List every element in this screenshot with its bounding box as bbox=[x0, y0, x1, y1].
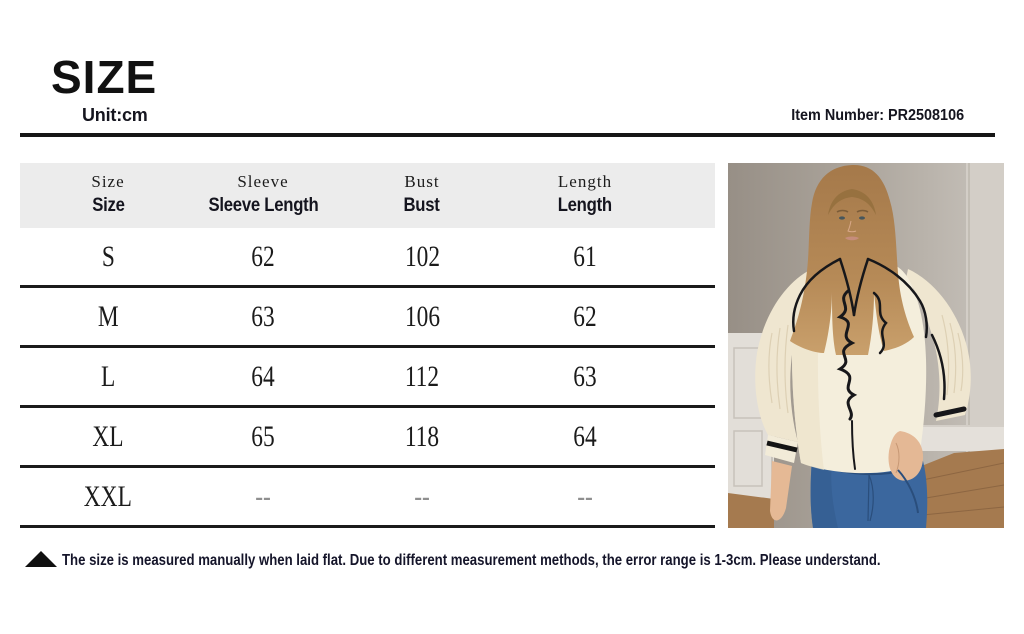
warning-triangle-icon bbox=[25, 551, 57, 567]
column-subheader: Sleeve bbox=[237, 172, 289, 191]
measurement-note: The size is measured manually when laid … bbox=[62, 552, 881, 569]
size-cell: XXL bbox=[83, 479, 133, 513]
page-title: SIZE bbox=[51, 51, 158, 103]
column-header-sleeve-length: Sleeve Sleeve Length bbox=[196, 163, 330, 228]
size-cell: S bbox=[101, 239, 115, 273]
product-photo bbox=[728, 163, 1004, 528]
length-cell: 61 bbox=[573, 239, 597, 273]
column-subheader: Length bbox=[557, 172, 613, 191]
bust-cell: 102 bbox=[404, 239, 440, 273]
column-header-label: Sleeve Length bbox=[208, 194, 318, 216]
column-subheader: Size bbox=[91, 172, 125, 191]
item-number-label: Item Number: PR2508106 bbox=[791, 107, 964, 124]
table-row-xxl: XXL -- -- -- bbox=[20, 468, 715, 528]
length-cell: 62 bbox=[573, 299, 597, 333]
sleeve-length-cell: 63 bbox=[251, 299, 275, 333]
length-cell: 63 bbox=[573, 359, 597, 393]
table-row-m: M 63 106 62 bbox=[20, 288, 715, 348]
column-header-label: Bust bbox=[403, 194, 441, 216]
length-cell: -- bbox=[577, 479, 593, 513]
sleeve-length-cell: 65 bbox=[251, 419, 275, 453]
column-header-bust: Bust Bust bbox=[330, 163, 514, 228]
column-header-label: Length bbox=[557, 194, 613, 216]
sleeve-length-cell: -- bbox=[255, 479, 271, 513]
size-cell: M bbox=[97, 299, 119, 333]
size-table: Size Size Sleeve Sleeve Length Bust Bust… bbox=[20, 163, 715, 528]
header-divider bbox=[20, 133, 995, 137]
sleeve-length-cell: 64 bbox=[251, 359, 275, 393]
size-cell: XL bbox=[92, 419, 124, 453]
unit-label: Unit:cm bbox=[82, 105, 148, 125]
bust-cell: -- bbox=[414, 479, 430, 513]
table-row-xl: XL 65 118 64 bbox=[20, 408, 715, 468]
product-photo-illustration bbox=[728, 163, 1004, 528]
bust-cell: 118 bbox=[404, 419, 440, 453]
column-header-size: Size Size bbox=[20, 163, 196, 228]
column-header-label: Size bbox=[91, 194, 125, 216]
size-cell: L bbox=[100, 359, 116, 393]
column-header-length: Length Length bbox=[514, 163, 656, 228]
bust-cell: 112 bbox=[404, 359, 440, 393]
column-subheader: Bust bbox=[404, 172, 440, 191]
table-row-l: L 64 112 63 bbox=[20, 348, 715, 408]
bust-cell: 106 bbox=[404, 299, 440, 333]
sleeve-length-cell: 62 bbox=[251, 239, 275, 273]
length-cell: 64 bbox=[573, 419, 597, 453]
size-table-header: Size Size Sleeve Sleeve Length Bust Bust… bbox=[20, 163, 715, 228]
table-row-s: S 62 102 61 bbox=[20, 228, 715, 288]
